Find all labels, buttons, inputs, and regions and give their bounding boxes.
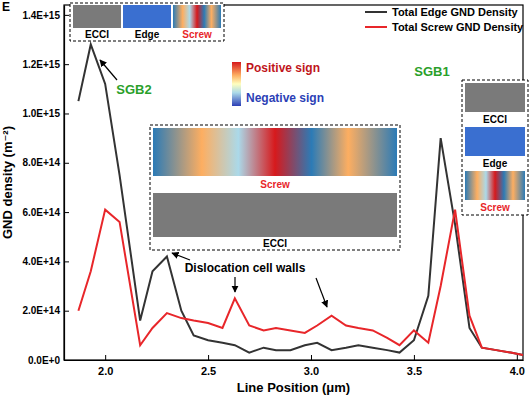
inset-frame — [70, 3, 224, 41]
inset-label: Screw — [480, 202, 510, 213]
series-line — [78, 44, 523, 355]
annotation-arrow — [100, 60, 117, 80]
y-tick-label: 8.0E+14 — [22, 157, 60, 168]
inset-image — [123, 5, 171, 28]
legend-label: Total Screw GND Density — [392, 21, 524, 33]
annotation: Dislocation cell walls — [185, 261, 306, 275]
inset-image — [465, 127, 525, 156]
x-tick-mark — [517, 355, 518, 360]
inset-image — [153, 128, 397, 176]
x-tick-label: 3.5 — [407, 365, 422, 377]
y-tick-mark — [64, 64, 69, 65]
x-tick: 3.0 — [304, 355, 319, 377]
x-axis-title: Line Position (μm) — [237, 380, 350, 395]
x-tick: 2.0 — [98, 355, 113, 377]
plot-area — [78, 44, 523, 355]
y-tick: 4.0E+14 — [22, 256, 69, 267]
annotations: SGB2 SGB1 Dislocation cell walls — [100, 60, 450, 307]
inset-image — [73, 5, 121, 28]
y-tick-mark — [64, 113, 69, 114]
y-tick-mark — [64, 163, 69, 164]
y-tick: 8.0E+14 — [22, 157, 69, 168]
inset: ECCI Edge Screw — [462, 80, 528, 215]
inset-label: Edge — [135, 29, 160, 40]
y-tick: 1.4E+15 — [22, 10, 69, 21]
annotation: SGB2 — [116, 82, 151, 97]
x-axis: 2.0 2.5 3.0 3.5 4.0 — [65, 355, 525, 377]
y-tick-label: 6.0E+14 — [22, 207, 60, 218]
y-tick-label: 2.0E+14 — [22, 305, 60, 316]
plot-frame — [64, 5, 523, 360]
y-tick-mark — [64, 261, 69, 262]
y-tick-mark — [64, 360, 69, 361]
x-tick-mark — [208, 355, 209, 360]
inset-image — [465, 83, 525, 112]
x-tick-mark — [105, 355, 106, 360]
inset-label: Screw — [182, 29, 212, 40]
x-tick: 4.0 — [510, 355, 525, 377]
inset-label: Screw — [260, 179, 290, 190]
x-tick-mark — [311, 355, 312, 360]
y-tick-label: 4.0E+14 — [22, 256, 60, 267]
inset: ECCI Edge Screw — [70, 3, 224, 41]
x-tick-label: 3.0 — [304, 365, 319, 377]
y-tick-label: 1.0E+15 — [22, 108, 60, 119]
x-tick-label: 4.0 — [510, 365, 525, 377]
x-tick-mark — [414, 355, 415, 360]
inset-frame — [462, 80, 528, 215]
x-tick: 3.5 — [407, 355, 422, 377]
y-tick-label: 1.4E+15 — [22, 10, 60, 21]
inset-label: ECCI — [263, 238, 287, 249]
y-tick: 1.2E+15 — [22, 59, 69, 70]
legend-entry: Total Edge GND Density — [365, 6, 519, 18]
legend-swatch — [365, 11, 387, 13]
inset-frame — [150, 125, 400, 250]
inset-label: Edge — [483, 158, 508, 169]
y-tick-label: 0.0E+0 — [28, 355, 60, 366]
panel-label: E — [2, 0, 10, 14]
x-tick-label: 2.0 — [98, 365, 113, 377]
legend-swatch — [365, 26, 387, 28]
y-tick: 6.0E+14 — [22, 207, 69, 218]
inset-image — [465, 171, 525, 200]
legend-label: Total Edge GND Density — [392, 6, 519, 18]
y-axis-title: GND density (m⁻²) — [0, 126, 15, 239]
annotation-arrow — [316, 278, 327, 307]
inset: Screw ECCI — [150, 125, 400, 250]
y-axis: 0.0E+0 2.0E+14 4.0E+14 6.0E+14 8.0E+14 1.0E+1… — [22, 6, 69, 366]
y-tick-mark — [64, 212, 69, 213]
y-tick-label: 1.2E+15 — [22, 59, 60, 70]
annotation-arrow — [234, 277, 235, 292]
legend-entry: Total Screw GND Density — [365, 21, 524, 33]
y-tick-mark — [64, 15, 69, 16]
sign-label: Positive sign — [246, 61, 320, 75]
x-tick-label: 2.5 — [201, 365, 216, 377]
y-tick: 1.0E+15 — [22, 108, 69, 119]
x-tick: 2.5 — [201, 355, 216, 377]
annotation-arrow — [172, 253, 190, 260]
annotation: SGB1 — [414, 64, 449, 79]
inset-label: ECCI — [85, 29, 109, 40]
y-tick: 2.0E+14 — [22, 305, 69, 316]
sign-label: Negative sign — [246, 91, 324, 105]
sign-colorbar — [232, 62, 241, 106]
inset-image — [153, 193, 397, 237]
inset-label: ECCI — [483, 114, 507, 125]
chart: 2.0 2.5 3.0 3.5 4.0 0.0E+0 2.0E+14 4.0E+14 6.0E+… — [0, 0, 532, 398]
y-tick-mark — [64, 311, 69, 312]
legend: Total Edge GND Density Total Screw GND De… — [365, 6, 524, 33]
y-axis-line — [64, 6, 65, 361]
sign-scale: Positive sign Negative sign — [232, 61, 324, 106]
y-tick: 0.0E+0 — [28, 355, 69, 366]
x-axis-line — [65, 360, 524, 361]
inset-image — [173, 5, 221, 28]
